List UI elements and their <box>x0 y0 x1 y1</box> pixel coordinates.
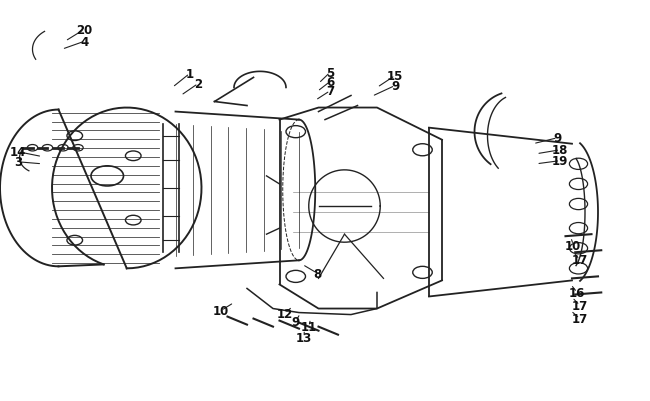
Text: 4: 4 <box>81 36 88 49</box>
Text: 18: 18 <box>552 144 569 157</box>
Text: 7: 7 <box>326 85 334 98</box>
Text: 19: 19 <box>552 155 569 168</box>
Text: 3: 3 <box>14 156 22 169</box>
Text: 6: 6 <box>326 76 334 89</box>
Text: 1: 1 <box>186 68 194 81</box>
Text: 13: 13 <box>296 331 313 344</box>
Text: 17: 17 <box>572 299 588 312</box>
Text: 14: 14 <box>10 146 27 159</box>
Text: 9: 9 <box>554 132 562 145</box>
Text: 12: 12 <box>277 307 292 320</box>
Text: 11: 11 <box>300 320 317 333</box>
Text: 10: 10 <box>565 239 581 252</box>
Text: 15: 15 <box>387 70 404 83</box>
Text: 9: 9 <box>391 80 399 93</box>
Text: 2: 2 <box>194 78 202 91</box>
Text: 9: 9 <box>292 315 300 328</box>
Text: 17: 17 <box>572 253 588 266</box>
Text: 17: 17 <box>572 312 588 325</box>
Text: 8: 8 <box>313 267 321 280</box>
Text: 16: 16 <box>569 286 586 299</box>
Text: 20: 20 <box>77 24 92 36</box>
Text: 10: 10 <box>213 304 229 317</box>
Text: 5: 5 <box>326 67 334 79</box>
